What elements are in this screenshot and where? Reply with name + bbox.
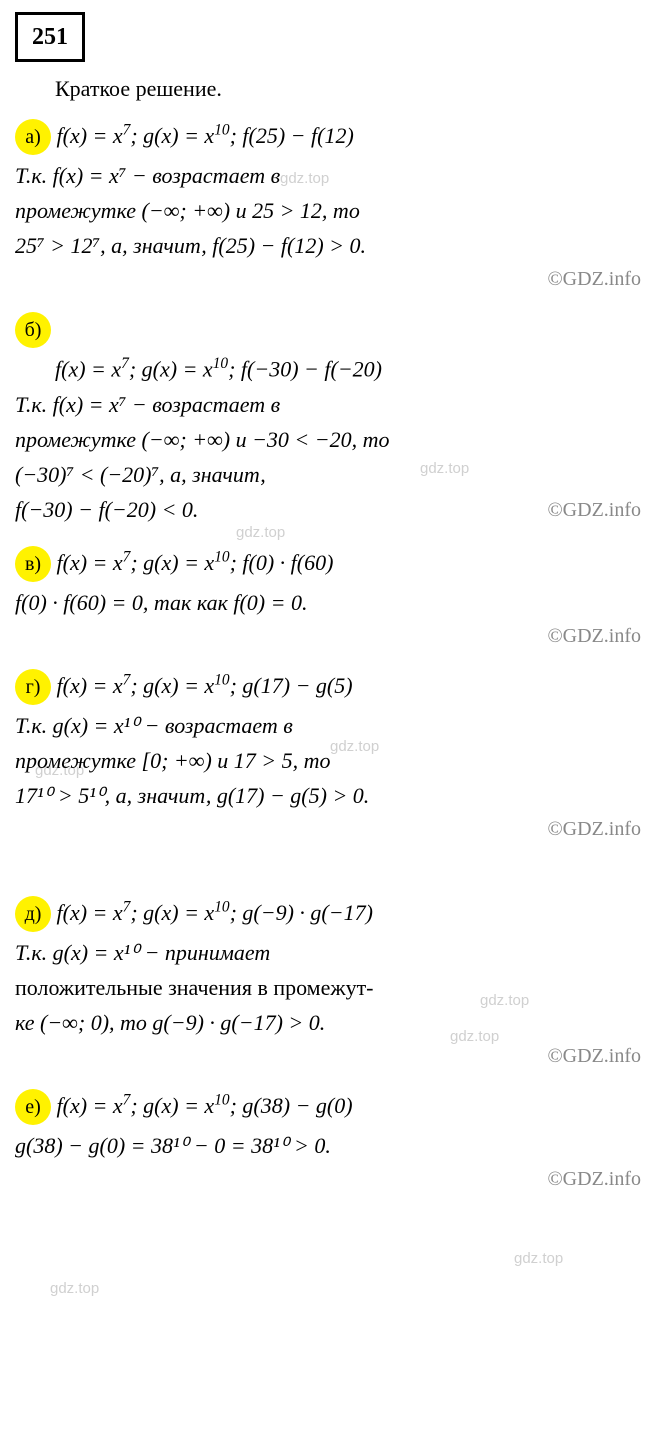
math-fragment: ; g(x) = x <box>129 357 213 382</box>
explanation-line: ке (−∞; 0), то g(−9) · g(−17) > 0. <box>15 1006 641 1039</box>
math-text: f(x) = x7; g(x) = x10; f(25) − f(12) <box>57 123 354 148</box>
math-fragment: ; f(0) · f(60) <box>230 550 334 575</box>
explanation-line: Т.к. g(x) = x¹⁰ − возрастает в <box>15 709 641 742</box>
math-text: f(x) = x7; g(x) = x10; f(0) · f(60) <box>57 550 334 575</box>
math-fragment: ; f(25) − f(12) <box>230 123 354 148</box>
copyright-text: ©GDZ.info <box>15 814 641 844</box>
section-d: д) f(x) = x7; g(x) = x10; g(−9) · g(−17)… <box>15 895 641 1070</box>
exponent: 10 <box>214 1092 229 1109</box>
explanation-line: f(0) · f(60) = 0, так как f(0) = 0. <box>15 586 641 619</box>
intro-text: Краткое решение. <box>55 72 641 105</box>
section-label-a: а) <box>15 119 51 155</box>
exponent: 10 <box>214 672 229 689</box>
explanation-line: положительные значения в промежут- <box>15 971 641 1004</box>
math-fragment: f(x) = x <box>55 357 121 382</box>
math-fragment: f(x) = x <box>57 673 123 698</box>
explanation-line: g(38) − g(0) = 38¹⁰ − 0 = 38¹⁰ > 0. <box>15 1129 641 1162</box>
math-fragment: ; g(17) − g(5) <box>230 673 353 698</box>
math-fragment: ; f(−30) − f(−20) <box>228 357 382 382</box>
copyright-text: ©GDZ.info <box>547 495 641 525</box>
math-fragment: f(x) = x <box>57 900 123 925</box>
exponent: 7 <box>121 355 129 372</box>
explanation-line: Т.к. f(x) = x⁷ − возрастает в <box>15 159 641 192</box>
math-fragment: ; g(x) = x <box>130 1093 214 1118</box>
explanation-line: Т.к. g(x) = x¹⁰ − принимает <box>15 936 641 969</box>
math-fragment: ; g(38) − g(0) <box>230 1093 353 1118</box>
math-text: f(x) = x7; g(x) = x10; g(−9) · g(−17) <box>57 900 373 925</box>
math-fragment: ; g(−9) · g(−17) <box>230 900 373 925</box>
exponent: 10 <box>213 355 228 372</box>
math-fragment: f(x) = x <box>57 1093 123 1118</box>
section-g: г) f(x) = x7; g(x) = x10; g(17) − g(5) Т… <box>15 669 641 844</box>
section-label-v: в) <box>15 546 51 582</box>
copyright-text: ©GDZ.info <box>15 621 641 651</box>
watermark: gdz.top <box>514 1248 563 1271</box>
watermark: gdz.top <box>50 1278 99 1301</box>
math-fragment: ; g(x) = x <box>130 900 214 925</box>
math-text: f(x) = x7; g(x) = x10; g(17) − g(5) <box>57 673 353 698</box>
explanation-line: f(−30) − f(−20) < 0. ©GDZ.info <box>15 493 641 526</box>
section-label-d: д) <box>15 896 51 932</box>
section-label-g: г) <box>15 669 51 705</box>
exponent: 10 <box>214 122 229 139</box>
explanation-line: промежутке (−∞; +∞) и 25 > 12, то <box>15 194 641 227</box>
math-text: f(x) = x7; g(x) = x10; f(−30) − f(−20) <box>55 352 641 385</box>
copyright-text: ©GDZ.info <box>15 1164 641 1194</box>
explanation-line: Т.к. f(x) = x⁷ − возрастает в <box>15 388 641 421</box>
explanation-line: промежутке (−∞; +∞) и −30 < −20, то <box>15 423 641 456</box>
problem-number: 251 <box>15 12 85 62</box>
section-a: а) f(x) = x7; g(x) = x10; f(25) − f(12) … <box>15 119 641 294</box>
exponent: 10 <box>214 898 229 915</box>
explanation-line: 25⁷ > 12⁷, а, значит, f(25) − f(12) > 0. <box>15 229 641 262</box>
section-b: б) f(x) = x7; g(x) = x10; f(−30) − f(−20… <box>15 312 641 527</box>
explanation-line: (−30)⁷ < (−20)⁷, а, значит, <box>15 458 641 491</box>
math-fragment: ; g(x) = x <box>130 673 214 698</box>
copyright-text: ©GDZ.info <box>15 1041 641 1071</box>
exponent: 10 <box>214 549 229 566</box>
section-label-b: б) <box>15 312 51 348</box>
math-fragment: f(x) = x <box>57 550 123 575</box>
math-fragment: f(x) = x <box>57 123 123 148</box>
math-fragment: ; g(x) = x <box>130 123 214 148</box>
explanation-line: 17¹⁰ > 5¹⁰, а, значит, g(17) − g(5) > 0. <box>15 779 641 812</box>
section-v: в) f(x) = x7; g(x) = x10; f(0) · f(60) f… <box>15 546 641 651</box>
explanation-line: промежутке [0; +∞) и 17 > 5, то <box>15 744 641 777</box>
copyright-text: ©GDZ.info <box>15 264 641 294</box>
math-fragment: ; g(x) = x <box>130 550 214 575</box>
math-text: f(x) = x7; g(x) = x10; g(38) − g(0) <box>57 1093 353 1118</box>
section-e: е) f(x) = x7; g(x) = x10; g(38) − g(0) g… <box>15 1089 641 1194</box>
section-label-e: е) <box>15 1089 51 1125</box>
